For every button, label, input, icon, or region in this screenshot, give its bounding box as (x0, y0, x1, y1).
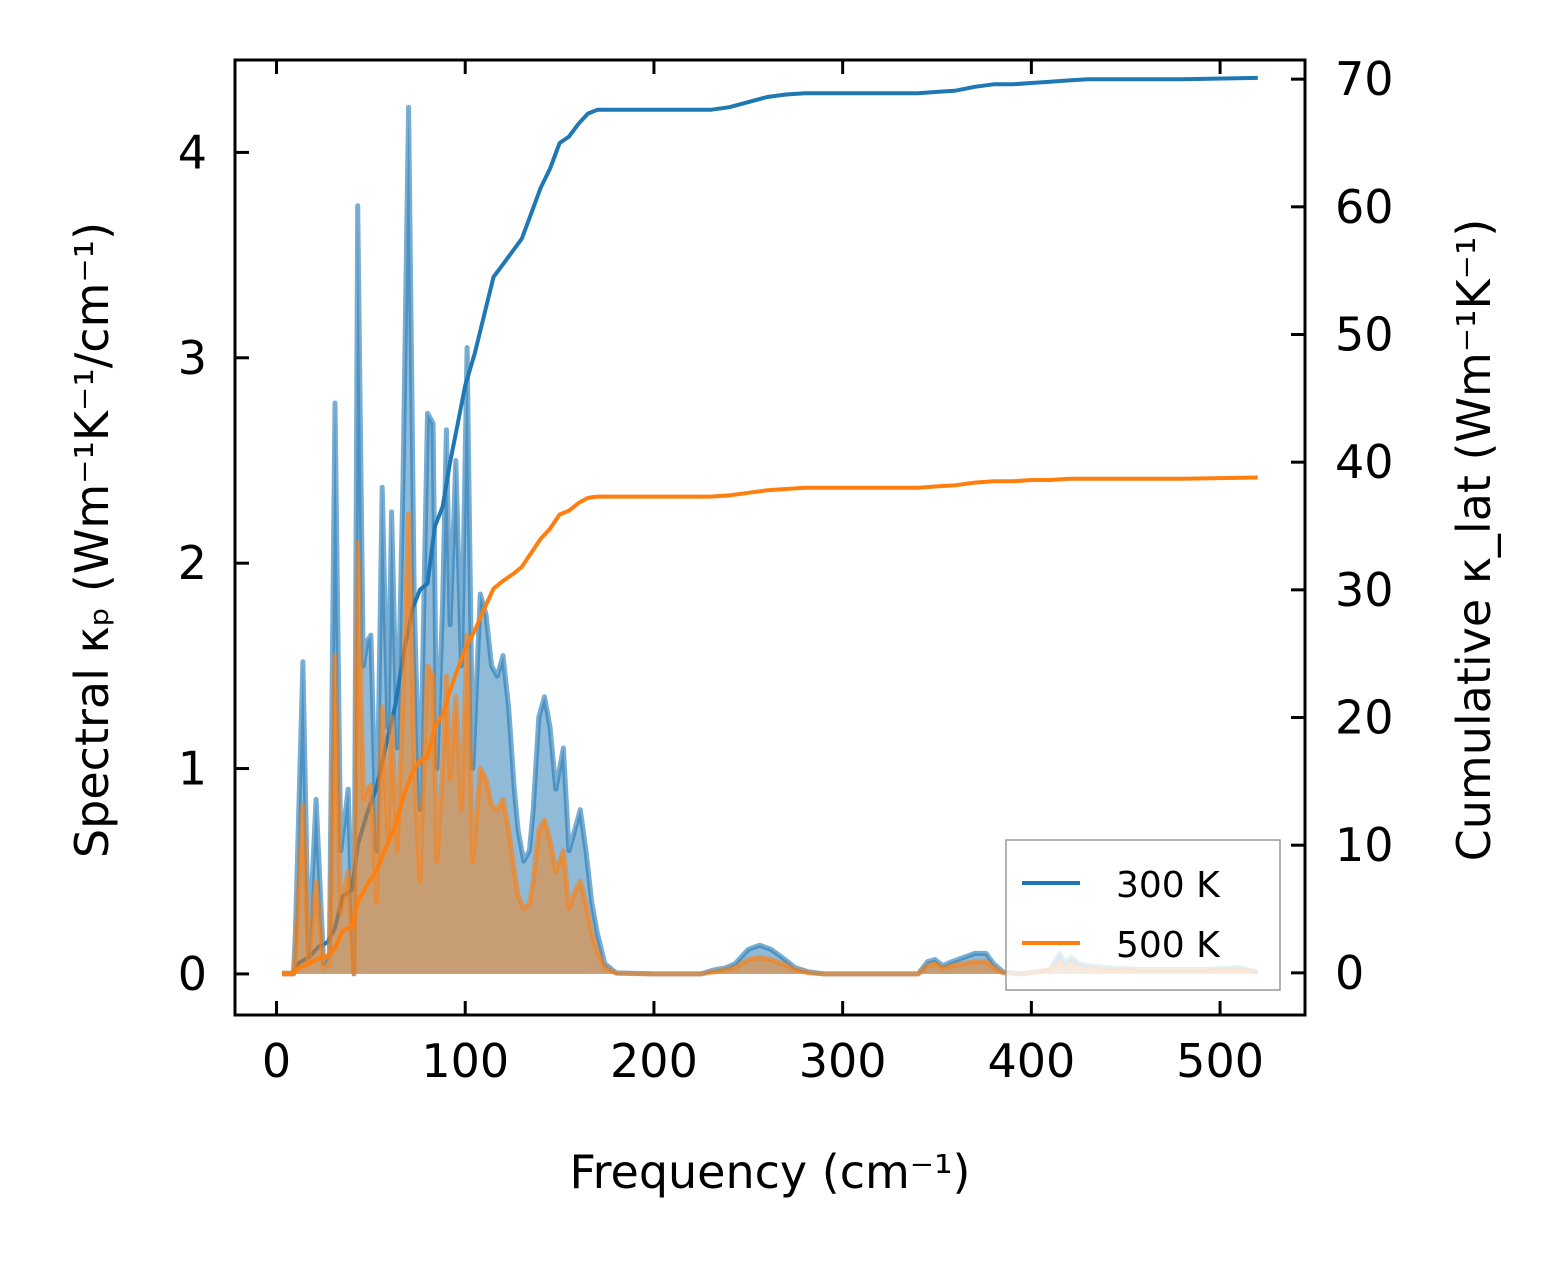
y-right-tick-label: 30 (1335, 563, 1394, 617)
legend-label-500k: 500 K (1116, 925, 1221, 966)
x-tick-label: 100 (421, 1034, 509, 1088)
y-left-axis-title: Spectral κₚ (Wm⁻¹K⁻¹/cm⁻¹) (65, 222, 119, 858)
y-right-tick-label: 50 (1335, 307, 1394, 361)
legend-label-300k: 300 K (1116, 865, 1221, 906)
series-layer (282, 75, 1259, 977)
y-left-tick-label: 4 (178, 125, 207, 179)
cumulative-line-500k (282, 475, 1258, 975)
y-right-tick-label: 70 (1335, 52, 1394, 106)
spectral-line-500k (282, 511, 1259, 977)
x-tick-label: 200 (610, 1034, 698, 1088)
y-right-tick-label: 60 (1335, 180, 1394, 234)
legend-box (1005, 839, 1281, 991)
y-right-tick-label: 10 (1335, 818, 1394, 872)
x-axis-title: Frequency (cm⁻¹) (570, 1145, 971, 1199)
x-tick-label: 500 (1176, 1034, 1264, 1088)
y-left-tick-label: 1 (178, 742, 207, 796)
y-left-tick-label: 3 (178, 331, 207, 385)
x-tick-label: 400 (987, 1034, 1075, 1088)
y-right-tick-label: 0 (1335, 946, 1364, 1000)
spectral-line-300k (282, 104, 1259, 977)
plot-frame (233, 58, 1307, 1017)
spectral-area-500k (282, 513, 1258, 974)
x-tick-label: 0 (262, 1034, 291, 1088)
y-right-axis-title: Cumulative κ_lat (Wm⁻¹K⁻¹) (1447, 219, 1501, 862)
y-left-tick-label: 2 (178, 536, 207, 590)
y-right-tick-label: 40 (1335, 435, 1394, 489)
legend: 300 K 500 K (1005, 839, 1281, 991)
x-tick-label: 300 (799, 1034, 887, 1088)
y-left-tick-label: 0 (178, 947, 207, 1001)
y-right-tick-label: 20 (1335, 691, 1394, 745)
